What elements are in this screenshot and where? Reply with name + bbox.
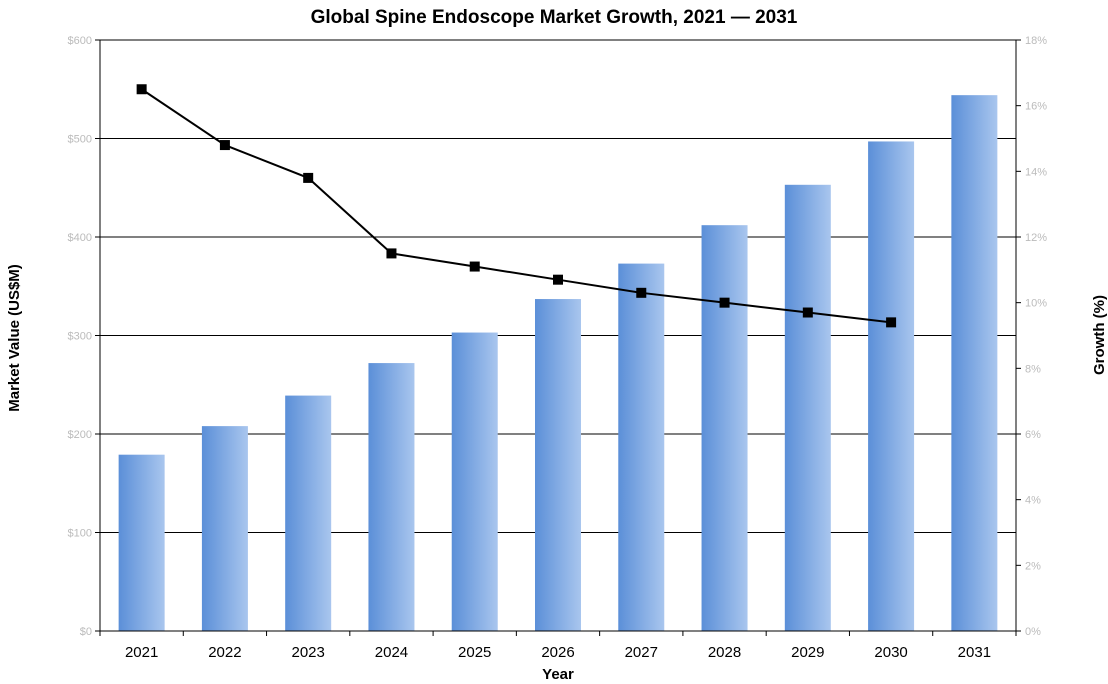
bar-2031 xyxy=(951,95,998,631)
growth-marker-2027 xyxy=(636,287,647,298)
x-tick-label: 2025 xyxy=(458,644,491,661)
x-tick-label: 2030 xyxy=(874,644,907,661)
bar-2029 xyxy=(784,184,831,632)
y-axis-right-ticks: 0% 2% 4% 6% 8% 10% 12% 14% 16% 18% xyxy=(1016,35,1047,638)
chart-title: Global Spine Endoscope Market Growth, 20… xyxy=(311,7,798,28)
bar-2027 xyxy=(618,263,665,631)
bar-2022 xyxy=(201,426,248,631)
bar-2025 xyxy=(451,332,498,631)
growth-marker-2022 xyxy=(219,140,230,151)
growth-marker-2021 xyxy=(136,84,147,95)
x-axis-title: Year xyxy=(542,666,574,683)
y-tick-label: $100 xyxy=(68,528,92,540)
x-tick-label: 2023 xyxy=(291,644,324,661)
y2-tick-label: 18% xyxy=(1025,35,1047,47)
y-tick-label: $200 xyxy=(68,429,92,441)
y2-tick-label: 16% xyxy=(1025,101,1047,113)
y-tick-label: $400 xyxy=(68,232,92,244)
x-tick-label: 2024 xyxy=(375,644,408,661)
x-axis-ticks: 2021 2022 2023 2024 2025 2026 2027 2028 2029 2030… xyxy=(99,631,1017,661)
x-tick-label: 2022 xyxy=(208,644,241,661)
bar-2028 xyxy=(701,225,748,631)
y-axis-right-title: Growth (%) xyxy=(1091,295,1108,375)
bar-2024 xyxy=(368,363,415,631)
y2-tick-label: 2% xyxy=(1025,560,1041,572)
x-tick-label: 2021 xyxy=(125,644,158,661)
growth-marker-2026 xyxy=(553,274,563,285)
y2-tick-label: 6% xyxy=(1025,429,1041,441)
y-tick-label: $600 xyxy=(68,35,92,47)
growth-line xyxy=(141,88,892,324)
growth-marker-2030 xyxy=(886,317,897,328)
y-axis-left-ticks: $0 $100 $200 $300 $400 $500 $600 xyxy=(68,35,100,638)
growth-line-series xyxy=(136,84,897,328)
y-tick-label: $300 xyxy=(68,331,92,343)
x-tick-label: 2029 xyxy=(791,644,824,661)
bar-2023 xyxy=(285,395,332,631)
growth-marker-2028 xyxy=(719,297,730,308)
growth-marker-2025 xyxy=(469,261,480,272)
x-tick-label: 2031 xyxy=(958,644,991,661)
y2-tick-label: 14% xyxy=(1025,166,1047,178)
growth-marker-2023 xyxy=(303,172,314,183)
bar-2030 xyxy=(868,141,915,631)
y-tick-label: $500 xyxy=(68,134,92,146)
x-tick-label: 2026 xyxy=(541,644,574,661)
bar-2026 xyxy=(535,299,581,631)
y-axis-left-title: Market Value (US$M) xyxy=(6,264,23,412)
growth-marker-2024 xyxy=(386,248,397,259)
y-tick-label: $0 xyxy=(80,626,92,638)
bar-series xyxy=(118,95,998,632)
bar-2021 xyxy=(118,454,165,631)
x-tick-label: 2028 xyxy=(708,644,741,661)
y2-tick-label: 10% xyxy=(1025,298,1047,310)
growth-marker-2029 xyxy=(802,307,813,318)
y2-tick-label: 4% xyxy=(1025,495,1041,507)
y2-tick-label: 8% xyxy=(1025,363,1041,375)
x-tick-label: 2027 xyxy=(625,644,658,661)
y2-tick-label: 12% xyxy=(1025,232,1047,244)
y2-tick-label: 0% xyxy=(1025,626,1041,638)
